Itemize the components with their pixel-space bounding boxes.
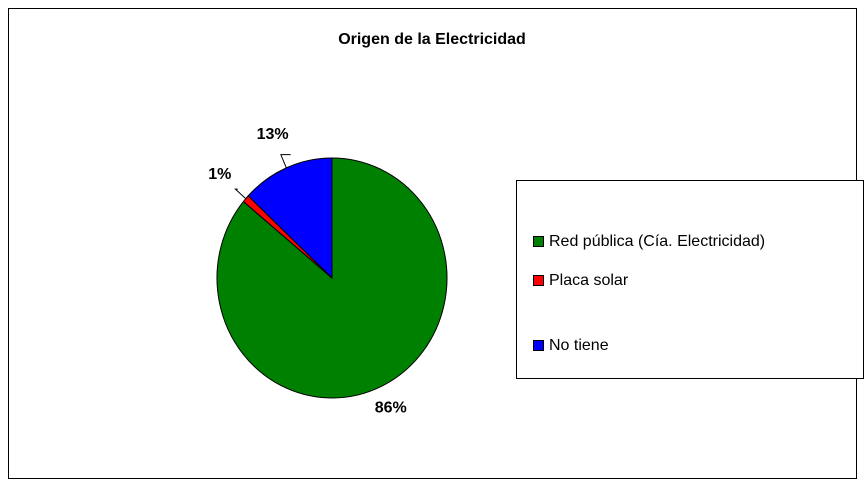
chart-title: Origen de la Electricidad: [338, 31, 526, 48]
legend-label: Placa solar: [549, 272, 629, 289]
data-label: 86%: [375, 400, 407, 417]
leader-line: [234, 188, 247, 200]
legend-label: No tiene: [549, 337, 609, 354]
legend-swatch: [533, 275, 544, 286]
legend-box: [516, 180, 864, 379]
pie-slice: [247, 157, 333, 280]
legend-swatch: [533, 236, 544, 247]
legend-label: Red pública (Cía. Electricidad): [549, 233, 765, 250]
data-label: 13%: [257, 126, 289, 143]
legend-swatch: [533, 340, 544, 351]
data-label: 1%: [208, 166, 231, 183]
leader-line: [280, 154, 291, 169]
